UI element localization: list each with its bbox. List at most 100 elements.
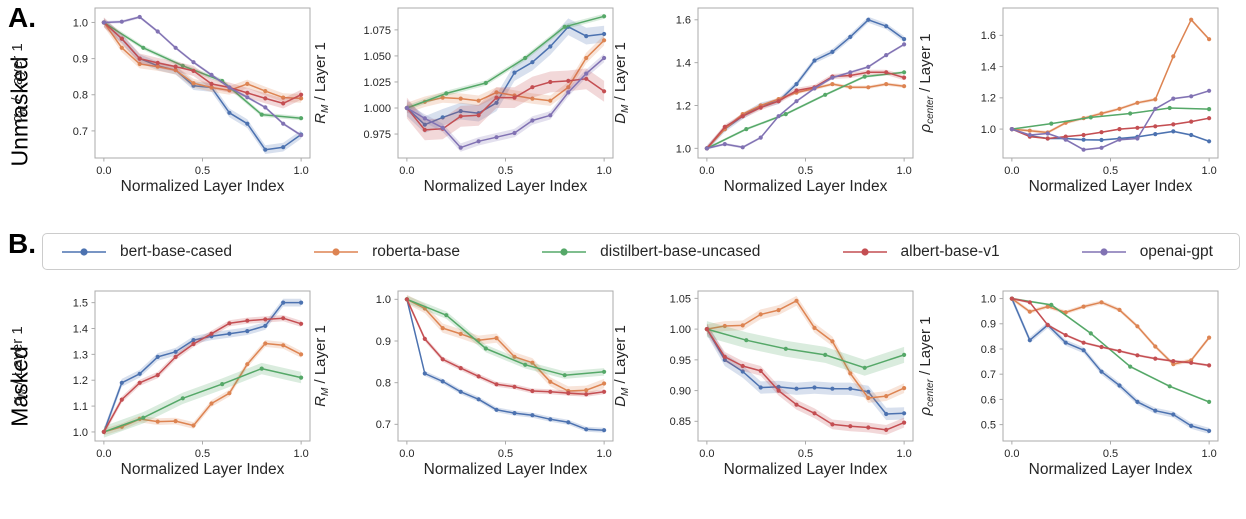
series-line — [406, 26, 605, 126]
legend-label: roberta-base — [372, 242, 461, 260]
series-markers — [1009, 17, 1212, 135]
x-tick-label: 1.0 — [896, 448, 911, 460]
series-line — [706, 328, 905, 415]
y-tick-label: 0.6 — [981, 394, 996, 406]
x-tick-label: 1.0 — [596, 165, 611, 177]
legend-label: bert-base-cased — [120, 242, 233, 260]
series-line — [406, 57, 605, 149]
y-tick-label: 0.85 — [670, 416, 691, 428]
axes: 0.0 0.5 1.0 0.7 0.8 0.9 1.0 — [73, 7, 311, 177]
x-axis-label: Normalized Layer Index — [1029, 178, 1193, 195]
series-line — [1011, 107, 1210, 130]
y-tick-label: 1.025 — [363, 77, 391, 89]
series-line — [706, 300, 905, 399]
legend-label: albert-base-v1 — [900, 242, 1000, 260]
error-band — [706, 69, 905, 151]
plot-masked-rho-center: 0.0 0.5 1.0 0.5 0.6 0.7 0.8 0.9 1.0 Normalized La… — [917, 290, 1219, 478]
series-line — [103, 21, 302, 105]
x-tick-label: 0.0 — [96, 165, 111, 177]
y-tick-label: 0.9 — [73, 54, 88, 66]
error-band — [103, 20, 302, 121]
error-band — [406, 18, 605, 133]
series-markers — [101, 341, 304, 434]
x-tick-label: 0.5 — [1103, 448, 1118, 460]
x-tick-label: 0.0 — [699, 165, 714, 177]
y-tick-label: 0.8 — [981, 344, 996, 356]
chart-unmasked-alpha-ratio: 0.0 0.5 1.0 0.7 0.8 0.9 1.0 Normalized Layer In… — [5, 0, 315, 205]
series-line — [1011, 297, 1210, 403]
series-distilbert-base-uncased — [704, 321, 907, 376]
series-markers — [1009, 127, 1212, 144]
series-markers — [1009, 88, 1212, 152]
panel-b-label: B. — [8, 228, 36, 259]
series-markers — [704, 42, 907, 151]
error-band — [103, 362, 302, 438]
series-bert-base-cased — [1009, 127, 1212, 144]
series-albert-base-v1 — [101, 17, 304, 109]
series-markers — [404, 38, 607, 111]
series-line — [706, 83, 905, 149]
x-axis-label: Normalized Layer Index — [1029, 461, 1193, 478]
plot-masked-R: 0.0 0.5 1.0 0.7 0.8 0.9 1.0 Normalized Layer In… — [312, 290, 614, 478]
x-axis-label: Normalized Layer Index — [121, 178, 285, 195]
y-tick-label: 1.6 — [981, 30, 996, 42]
y-tick-label: 0.8 — [73, 90, 88, 102]
x-tick-label: 0.0 — [699, 448, 714, 460]
x-tick-label: 0.5 — [798, 165, 813, 177]
series-line — [103, 22, 302, 100]
series-albert-base-v1 — [704, 69, 907, 151]
series-markers — [101, 366, 304, 434]
series-albert-base-v1 — [404, 68, 607, 141]
y-tick-label: 0.9 — [376, 336, 391, 348]
series-markers — [704, 70, 907, 151]
series-line — [103, 21, 302, 119]
legend-line-marker-icon — [314, 247, 359, 256]
series-line — [103, 16, 302, 136]
series-albert-base-v1 — [404, 296, 607, 397]
y-axis-label: RM / Layer 1 — [312, 325, 331, 407]
x-axis-label: Normalized Layer Index — [724, 461, 888, 478]
x-axis-label: Normalized Layer Index — [724, 178, 888, 195]
error-band — [706, 321, 905, 376]
y-tick-label: 1.4 — [981, 61, 996, 73]
y-axis-label: αM / Layer 1 — [9, 326, 28, 405]
series-markers — [101, 20, 304, 106]
legend-item-distilbert-base-uncased: distilbert-base-uncased — [541, 243, 760, 261]
error-band — [706, 16, 905, 152]
y-tick-label: 1.2 — [73, 375, 88, 387]
y-axis-label: ρcenter / Layer 1 — [917, 34, 936, 134]
series-markers — [704, 82, 907, 151]
series-line — [1011, 298, 1210, 432]
series-bert-base-cased — [704, 16, 907, 152]
series-line — [406, 15, 605, 109]
y-tick-label: 1.05 — [670, 293, 691, 305]
legend-item-openai-gpt: openai-gpt — [1081, 243, 1213, 261]
legend-line-marker-icon — [842, 247, 887, 256]
legend-item-albert-base-v1: albert-base-v1 — [842, 243, 1000, 261]
y-tick-label: 1.2 — [676, 100, 691, 112]
x-axis-label: Normalized Layer Index — [121, 461, 285, 478]
error-band — [406, 68, 605, 141]
x-axis-label: Normalized Layer Index — [424, 178, 588, 195]
series-distilbert-base-uncased — [404, 295, 607, 379]
y-tick-label: 1.0 — [981, 124, 996, 136]
series-line — [1011, 18, 1210, 134]
series-roberta-base — [404, 294, 607, 396]
chart-masked-alpha-ratio: 0.0 0.5 1.0 1.0 1.1 1.2 1.3 1.4 1.5 Normalized La… — [5, 283, 315, 488]
error-band — [1011, 117, 1210, 140]
series-openai-gpt — [704, 42, 907, 151]
series-line — [1011, 90, 1210, 151]
series-albert-base-v1 — [101, 315, 304, 436]
series-line — [103, 367, 302, 433]
x-tick-label: 0.5 — [498, 448, 513, 460]
y-axis-label: αM / Layer 1 — [9, 43, 28, 122]
series-line — [706, 328, 905, 369]
y-tick-label: 0.975 — [363, 129, 391, 141]
series-line — [406, 39, 605, 109]
y-tick-label: 1.4 — [676, 58, 691, 70]
x-tick-label: 0.5 — [798, 448, 813, 460]
axes: 0.0 0.5 1.0 1.0 1.2 1.4 1.6 — [676, 7, 914, 177]
y-tick-label: 1.2 — [981, 93, 996, 105]
axes: 0.0 0.5 1.0 0.85 0.90 0.95 1.00 1.05 — [670, 290, 914, 460]
